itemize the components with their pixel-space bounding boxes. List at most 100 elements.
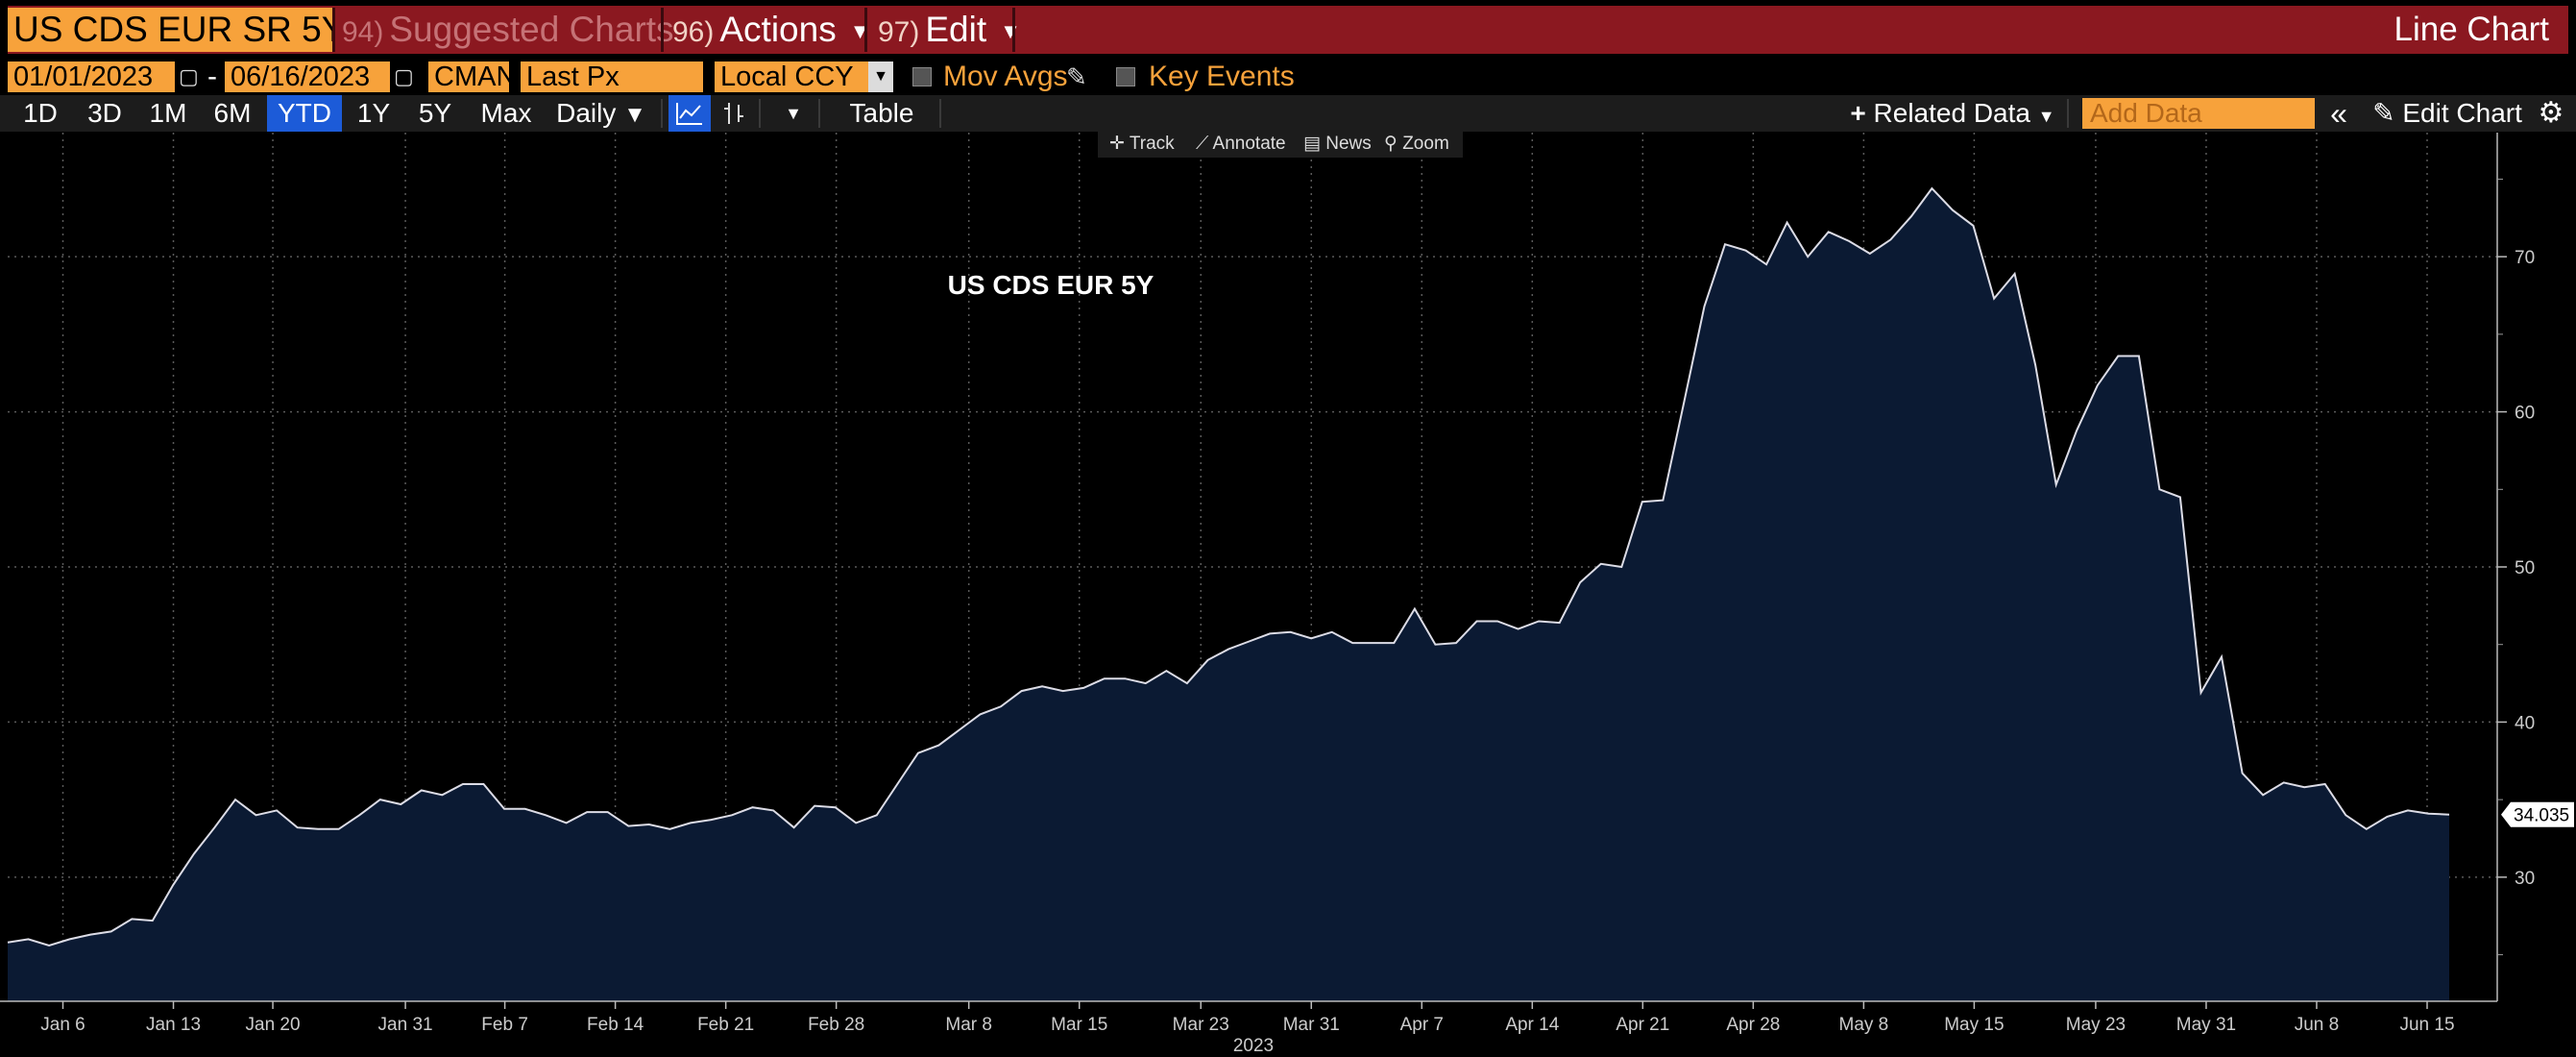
- track-tool[interactable]: ✛ Track: [1109, 131, 1175, 158]
- pencil-icon[interactable]: ✎: [1066, 62, 1087, 91]
- menu-number: 97): [878, 16, 920, 48]
- add-data-input[interactable]: [2082, 98, 2315, 129]
- pencil-icon: ✎: [2372, 98, 2395, 128]
- security-field[interactable]: US CDS EUR SR 5Y D: [8, 8, 334, 52]
- edit-chart-label: Edit Chart: [2402, 98, 2522, 128]
- zoom-tool[interactable]: ⚲ Zoom: [1384, 131, 1449, 158]
- menu-label: Suggested Charts: [389, 10, 674, 49]
- x-tick-label: May 15: [1944, 1015, 2004, 1035]
- line-chart-icon[interactable]: [668, 95, 711, 132]
- toolbar-divider: [2067, 99, 2069, 128]
- related-data-button[interactable]: + Related Data ▼: [1848, 95, 2057, 132]
- x-tick-label: Mar 15: [1051, 1015, 1107, 1035]
- frequency-label: Daily: [556, 98, 617, 128]
- series-area: [8, 188, 2449, 1002]
- title-bar: US CDS EUR SR 5Y D 94)Suggested Charts 9…: [0, 0, 2576, 60]
- x-tick-label: May 31: [2176, 1015, 2236, 1035]
- start-date-field[interactable]: 01/01/2023: [8, 61, 175, 92]
- suggested-charts-menu[interactable]: 94) Suggested Charts: [342, 8, 674, 52]
- edit-menu[interactable]: 97) Edit ▼: [878, 8, 1021, 52]
- key-events-checkbox[interactable]: [1116, 67, 1135, 86]
- toolbar-divider: [818, 99, 820, 128]
- toolbar-divider: [661, 99, 663, 128]
- period-1d-button[interactable]: 1D: [23, 98, 58, 128]
- chart-svg[interactable]: 30 40 50 60 70 Jan 6 Jan 13 Jan 20 Jan 31 Feb 7 Fe…: [0, 133, 2576, 1057]
- currency-field[interactable]: Local CCY: [715, 61, 891, 92]
- magnifier-icon: ⚲: [1384, 134, 1397, 154]
- title-bar-background: [8, 6, 2568, 54]
- x-tick-label: Jan 6: [40, 1015, 85, 1035]
- source-field[interactable]: CMAN: [428, 61, 509, 92]
- series-line[interactable]: [7, 186, 2450, 946]
- x-tick-label: May 8: [1839, 1015, 1889, 1035]
- news-icon: ▤: [1303, 134, 1321, 154]
- calendar-icon[interactable]: ▢: [394, 64, 414, 88]
- x-tick-label: Feb 21: [697, 1015, 754, 1035]
- x-tick-label: Feb 7: [481, 1015, 528, 1035]
- crosshair-icon: ✛: [1109, 134, 1125, 154]
- y-tick-label: 30: [2515, 869, 2535, 889]
- x-tick-label: Apr 28: [1726, 1015, 1780, 1035]
- period-ytd-button[interactable]: YTD: [267, 95, 342, 132]
- plus-icon: +: [1850, 98, 1866, 128]
- chart-area[interactable]: 30 40 50 60 70 Jan 6 Jan 13 Jan 20 Jan 31 Feb 7 Fe…: [0, 133, 2576, 1057]
- x-tick-label: Apr 14: [1505, 1015, 1559, 1035]
- chart-toolbar: 1D 3D 1M 6M YTD 1Y 5Y Max Daily ▼ ▼ Tabl…: [0, 95, 2576, 132]
- period-5y-button[interactable]: 5Y: [418, 98, 452, 128]
- menu-number: 96): [672, 16, 715, 48]
- table-button[interactable]: Table: [849, 98, 914, 128]
- menu-divider: [1012, 8, 1015, 52]
- chart-type-dropdown-icon[interactable]: ▼: [785, 104, 802, 123]
- date-separator: -: [207, 61, 217, 92]
- y-tick-label: 50: [2515, 558, 2535, 578]
- last-value-label: 34.035: [2514, 806, 2569, 826]
- news-tool[interactable]: ▤ News: [1303, 131, 1372, 158]
- annotate-tool[interactable]: ⟋ Annotate: [1196, 131, 1286, 158]
- end-date-field[interactable]: 06/16/2023: [225, 61, 390, 92]
- gear-icon[interactable]: ⚙: [2538, 97, 2564, 129]
- menu-divider: [332, 8, 335, 52]
- chevron-down-icon: ▼: [1000, 19, 1021, 44]
- frequency-dropdown[interactable]: Daily ▼: [549, 95, 653, 132]
- bar-chart-icon[interactable]: [715, 95, 753, 132]
- chevron-down-icon: ▼: [2037, 107, 2055, 126]
- period-1y-button[interactable]: 1Y: [356, 98, 391, 128]
- track-label: Track: [1129, 134, 1175, 154]
- annotate-icon: ⟋: [1196, 134, 1209, 154]
- x-tick-label: Mar 23: [1173, 1015, 1229, 1035]
- x-tick-label: Apr 7: [1400, 1015, 1444, 1035]
- key-events-label[interactable]: Key Events: [1149, 61, 1295, 92]
- actions-menu[interactable]: 96) Actions ▼: [672, 8, 870, 52]
- y-tick-label: 60: [2515, 404, 2535, 424]
- mov-avgs-checkbox[interactable]: [912, 67, 932, 86]
- x-tick-label: Jun 8: [2295, 1015, 2339, 1035]
- period-6m-button[interactable]: 6M: [213, 98, 252, 128]
- x-tick-label: Feb 28: [808, 1015, 864, 1035]
- calendar-icon[interactable]: ▢: [179, 64, 199, 88]
- x-tick-label: Apr 21: [1616, 1015, 1669, 1035]
- period-1m-button[interactable]: 1M: [149, 98, 187, 128]
- currency-dropdown-icon[interactable]: ▼: [868, 61, 893, 92]
- price-field[interactable]: Last Px: [521, 61, 703, 92]
- period-max-button[interactable]: Max: [480, 98, 532, 128]
- x-tick-label: Mar 31: [1283, 1015, 1340, 1035]
- edit-chart-button[interactable]: ✎ Edit Chart: [2363, 95, 2532, 132]
- toolbar-divider: [939, 99, 941, 128]
- chart-tools-strip: ✛ Track ⟋ Annotate ▤ News ⚲ Zoom: [1098, 131, 1463, 158]
- menu-divider: [661, 8, 664, 52]
- chart-type-title: Line Chart: [2394, 11, 2549, 48]
- menu-number: 94): [342, 16, 384, 48]
- x-tick-label: May 23: [2066, 1015, 2126, 1035]
- mov-avgs-label[interactable]: Mov Avgs: [943, 61, 1068, 92]
- toolbar-divider: [759, 99, 761, 128]
- x-tick-label: Jan 13: [146, 1015, 201, 1035]
- x-tick-label: Feb 14: [587, 1015, 644, 1035]
- y-tick-label: 70: [2515, 248, 2535, 268]
- y-tick-label: 40: [2515, 713, 2535, 733]
- period-3d-button[interactable]: 3D: [87, 98, 122, 128]
- news-label: News: [1325, 134, 1372, 154]
- menu-label: Actions: [719, 10, 837, 49]
- collapse-icon[interactable]: «: [2330, 96, 2347, 131]
- chevron-down-icon: ▼: [623, 102, 646, 128]
- x-tick-label: Jan 20: [246, 1015, 301, 1035]
